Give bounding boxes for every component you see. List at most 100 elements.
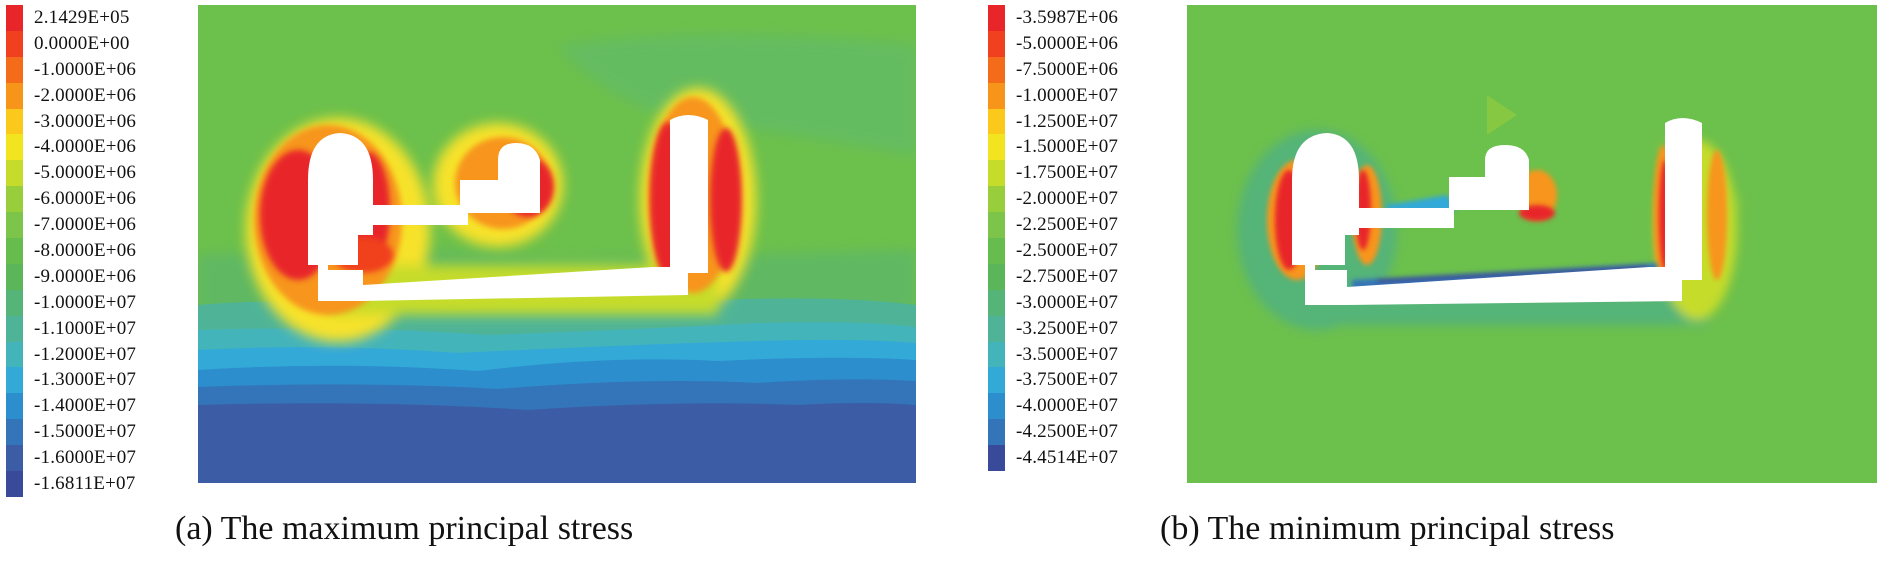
legend-entry: -1.0000E+07 [988,82,1119,109]
legend-label: -5.0000E+06 [34,162,137,184]
legend-label: -4.0000E+06 [34,136,137,158]
contour-plot-min-stress [1187,5,1877,483]
legend-entry: -1.0000E+06 [6,56,137,83]
legend-entry: -3.7500E+07 [988,367,1118,394]
legend-label: -7.5000E+06 [1016,58,1119,80]
legend-swatch [988,315,1005,342]
legend-label: -1.3000E+07 [34,369,137,391]
legend-entry: -1.6000E+07 [6,445,137,472]
legend-swatch [6,238,23,264]
panel-max-principal-stress: 2.1429E+05 0.0000E+00 -1.0000E+06 -2.0000E+… [6,5,916,547]
legend-entry: -1.6811E+07 [6,471,136,497]
tailrace-tunnel [1305,267,1682,305]
legend-swatch [6,341,23,368]
legend-swatch [6,82,23,109]
legend-swatch [6,186,23,213]
legend-swatch [988,419,1005,446]
legend-label: -2.2500E+07 [1016,214,1119,236]
legend-min-stress: -3.5987E+06 -5.0000E+06 -7.5000E+06 -1.0000… [988,5,1119,472]
legend-swatch [6,367,23,394]
transformer-cavern [1449,145,1529,210]
caption-a: (a) The maximum principal stress [175,510,634,547]
legend-swatch [988,393,1005,420]
main-powerhouse-cavern [1292,133,1359,295]
legend-entry: -3.0000E+06 [6,108,136,135]
legend-entry: -8.0000E+06 [6,238,136,264]
legend-label: -1.6811E+07 [34,472,136,494]
legend-swatch [988,134,1005,161]
legend-swatch [6,445,23,472]
legend-swatch [6,30,23,57]
legend-label: -8.0000E+06 [34,239,137,261]
legend-label: 0.0000E+00 [34,32,130,54]
legend-swatch [988,212,1005,239]
legend-swatch [988,30,1005,57]
legend-label: -5.0000E+06 [1016,32,1119,54]
legend-entry: -6.0000E+06 [6,186,137,213]
legend-swatch [6,315,23,342]
legend-label: -6.0000E+06 [34,188,137,210]
legend-entry: -4.0000E+06 [6,134,137,161]
legend-swatch [988,263,1005,290]
legend-swatch [6,108,23,135]
legend-swatch [6,134,23,161]
legend-entry: -7.5000E+06 [988,56,1119,83]
legend-label: -2.7500E+07 [1016,265,1119,287]
legend-entry: -1.2500E+07 [988,108,1119,135]
contour-plot-max-stress [198,5,916,483]
legend-entry: 0.0000E+00 [6,30,136,57]
legend-label: -2.5000E+07 [1016,239,1119,261]
legend-entry: -1.3000E+07 [6,367,137,394]
cavern-openings [1292,118,1702,305]
legend-label: -2.0000E+06 [34,84,137,106]
legend-label: -1.2000E+07 [34,343,137,365]
legend-label: -1.7500E+07 [1016,162,1119,184]
legend-swatch [988,82,1005,109]
legend-label: -1.0000E+06 [34,58,137,80]
legend-swatch [988,367,1005,394]
legend-entry: -3.5000E+07 [988,341,1119,368]
legend-entry: -3.0000E+07 [988,289,1118,316]
legend-label: -1.0000E+07 [1016,84,1119,106]
legend-swatch [988,5,1005,31]
legend-label: -3.2500E+07 [1016,317,1119,339]
legend-label: -7.0000E+06 [34,214,137,236]
transformer-cavern [460,143,540,213]
legend-label: -1.5000E+07 [34,421,137,443]
legend-entry: -1.5000E+07 [6,419,137,446]
contour-map-max [198,5,916,483]
legend-entry: -2.7500E+07 [988,263,1119,290]
legend-label: -3.5987E+06 [1016,6,1119,28]
legend-swatch [988,56,1005,83]
legend-entry: -3.5987E+06 [988,5,1118,31]
surge-chamber [1665,118,1702,280]
legend-swatch [6,5,23,31]
legend-entry: -1.7500E+07 [988,160,1119,187]
legend-entry: -1.1000E+07 [6,315,136,342]
legend-entry: -1.4000E+07 [6,393,136,420]
legend-swatch [988,289,1005,316]
legend-entry: 2.1429E+05 [6,5,136,31]
legend-label: -1.6000E+07 [34,447,137,469]
legend-swatch [6,393,23,420]
legend-label: -1.2500E+07 [1016,110,1119,132]
legend-swatch [988,445,1005,472]
legend-swatch [6,263,23,290]
legend-entry: -4.4514E+07 [988,445,1118,472]
legend-entry: -5.0000E+06 [988,30,1119,57]
legend-label: -1.0000E+07 [34,291,137,313]
legend-label: -2.0000E+07 [1016,188,1119,210]
legend-entry: -4.2500E+07 [988,419,1118,446]
main-powerhouse-cavern [308,133,373,295]
legend-swatch [988,108,1005,135]
legend-label: -3.5000E+07 [1016,343,1119,365]
legend-entry: -1.0000E+07 [6,289,137,316]
caption-b: (b) The minimum principal stress [1160,510,1615,547]
cavern-openings [308,115,708,301]
legend-swatch [6,419,23,446]
legend-entry: -2.2500E+07 [988,212,1119,239]
legend-swatch [988,186,1005,213]
legend-label: -4.0000E+07 [1016,395,1119,417]
tailrace-tunnel [318,267,688,301]
legend-entry: -9.0000E+06 [6,263,136,290]
